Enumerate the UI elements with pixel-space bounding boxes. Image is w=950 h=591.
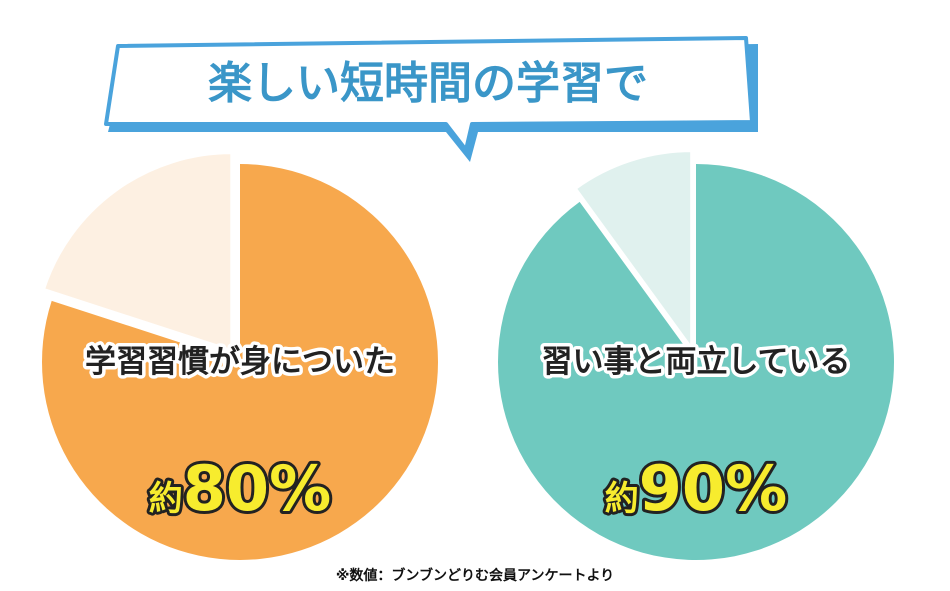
pie-value-label: 約90% [605,452,787,525]
pie-slice-remainder [573,149,694,354]
pie-value-number: 90% [639,452,787,525]
pie-slice-main [42,164,438,560]
pie-slice-main [497,164,894,560]
pie-value-label: 約80% [149,452,331,525]
pie-slice-remainder [41,151,234,353]
pie-value-prefix: 約 [149,479,183,519]
pie-value-number: 80% [183,452,331,525]
pie-category-label: 学習習慣が身についた [85,344,395,380]
headline-bubble-shape [104,36,754,152]
headline-bubble: 楽しい短時間の学習で [104,36,758,162]
pie-value-prefix: 約 [605,479,639,519]
survey-source-footnote: ※数値：ブンブンどりむ会員アンケートより [335,568,615,584]
pie-category-label: 習い事と両立している [541,344,850,380]
headline-title: 楽しい短時間の学習で [208,58,648,109]
